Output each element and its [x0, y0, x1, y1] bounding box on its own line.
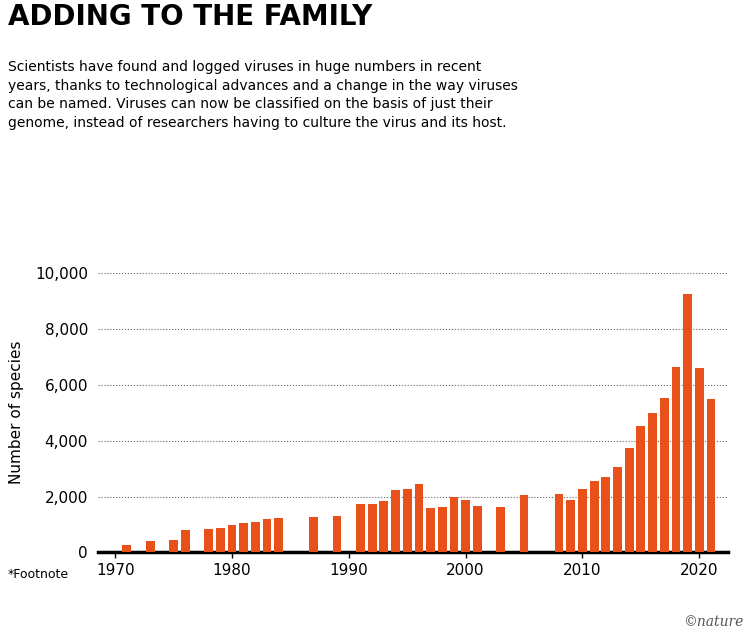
- Text: ©nature: ©nature: [683, 615, 743, 629]
- Bar: [240, 523, 248, 552]
- Bar: [671, 366, 680, 552]
- Bar: [461, 500, 470, 552]
- Text: ADDING TO THE FAMILY: ADDING TO THE FAMILY: [8, 3, 372, 31]
- Bar: [496, 507, 505, 552]
- Bar: [602, 478, 611, 552]
- Bar: [415, 484, 424, 552]
- Bar: [648, 413, 657, 552]
- Bar: [427, 507, 435, 552]
- Bar: [660, 398, 668, 552]
- Bar: [450, 497, 458, 552]
- Bar: [707, 399, 716, 552]
- Bar: [695, 368, 704, 552]
- Bar: [368, 504, 376, 552]
- Bar: [263, 519, 271, 552]
- Y-axis label: Number of species: Number of species: [9, 341, 24, 485]
- Bar: [204, 529, 213, 552]
- Bar: [683, 294, 692, 552]
- Text: Scientists have found and logged viruses in huge numbers in recent
years, thanks: Scientists have found and logged viruses…: [8, 60, 517, 130]
- Bar: [625, 448, 634, 552]
- Bar: [473, 506, 481, 552]
- Bar: [333, 516, 342, 552]
- Bar: [613, 467, 622, 552]
- Bar: [216, 528, 225, 552]
- Bar: [590, 481, 599, 552]
- Bar: [391, 490, 400, 552]
- Bar: [555, 493, 563, 552]
- Bar: [520, 495, 529, 552]
- Bar: [228, 525, 237, 552]
- Bar: [169, 540, 178, 552]
- Bar: [309, 516, 318, 552]
- Bar: [403, 488, 412, 552]
- Bar: [274, 518, 283, 552]
- Bar: [379, 501, 388, 552]
- Bar: [146, 541, 155, 552]
- Text: *Footnote: *Footnote: [8, 568, 68, 581]
- Bar: [122, 545, 131, 552]
- Bar: [578, 490, 587, 552]
- Bar: [438, 507, 447, 552]
- Bar: [356, 504, 365, 552]
- Bar: [181, 530, 190, 552]
- Bar: [637, 426, 645, 552]
- Bar: [251, 521, 260, 552]
- Bar: [566, 500, 575, 552]
